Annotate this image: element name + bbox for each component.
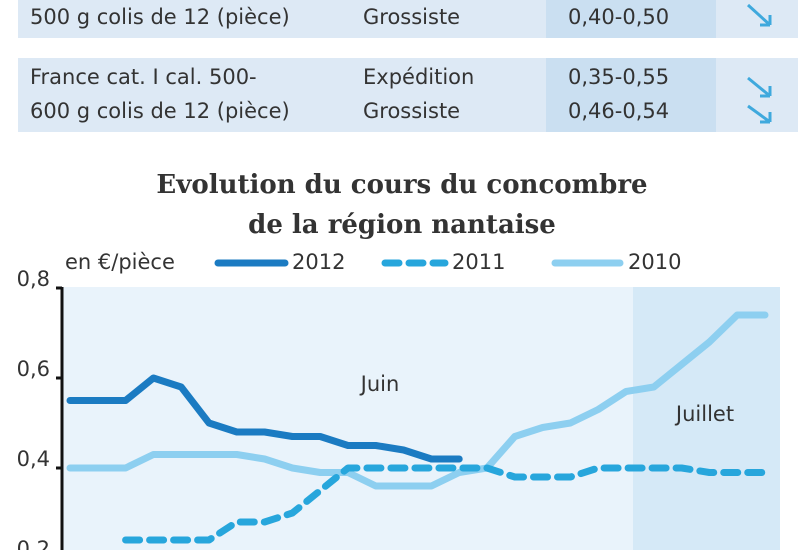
y-axis-label: en €/pièce — [65, 250, 175, 274]
legend-label: 2012 — [292, 250, 345, 274]
legend-label: 2010 — [628, 250, 681, 274]
legend-label: 2011 — [452, 250, 505, 274]
price-cell — [546, 0, 716, 38]
y-tick-label: 0,6 — [17, 357, 50, 381]
chart-title: de la région nantaise — [248, 210, 556, 240]
market: Grossiste — [363, 99, 461, 123]
series-line — [66, 311, 769, 490]
market: Grossiste — [363, 5, 461, 29]
annotation: Juin — [359, 372, 400, 396]
price: 0,40-0,50 — [568, 5, 670, 29]
trend-arrows — [746, 3, 772, 124]
y-tick-label: 0,4 — [17, 447, 50, 471]
series-line — [122, 464, 769, 544]
product: France cat. I cal. 500- — [30, 65, 257, 89]
y-tick-label: 0,2 — [17, 537, 50, 550]
table-row: 500 g colis de 12 (pièce) Grossiste 0,40… — [18, 0, 798, 38]
chart-title: Evolution du cours du concombre — [156, 170, 647, 200]
price-cell — [546, 58, 716, 132]
product: 600 g colis de 12 (pièce) — [30, 99, 290, 123]
y-tick-label: 0,8 — [17, 267, 50, 291]
series-line — [66, 374, 463, 463]
annotation: Juillet — [674, 402, 734, 426]
arrow — [747, 104, 772, 124]
month-band — [633, 287, 780, 550]
arrow — [746, 3, 772, 27]
price: 0,46-0,54 — [568, 99, 670, 123]
price: 0,35-0,55 — [568, 65, 670, 89]
arrow — [747, 76, 772, 98]
product: 500 g colis de 12 (pièce) — [30, 5, 290, 29]
table-row: France cat. I cal. 500- 600 g colis de 1… — [18, 58, 798, 132]
market: Expédition — [363, 65, 475, 89]
